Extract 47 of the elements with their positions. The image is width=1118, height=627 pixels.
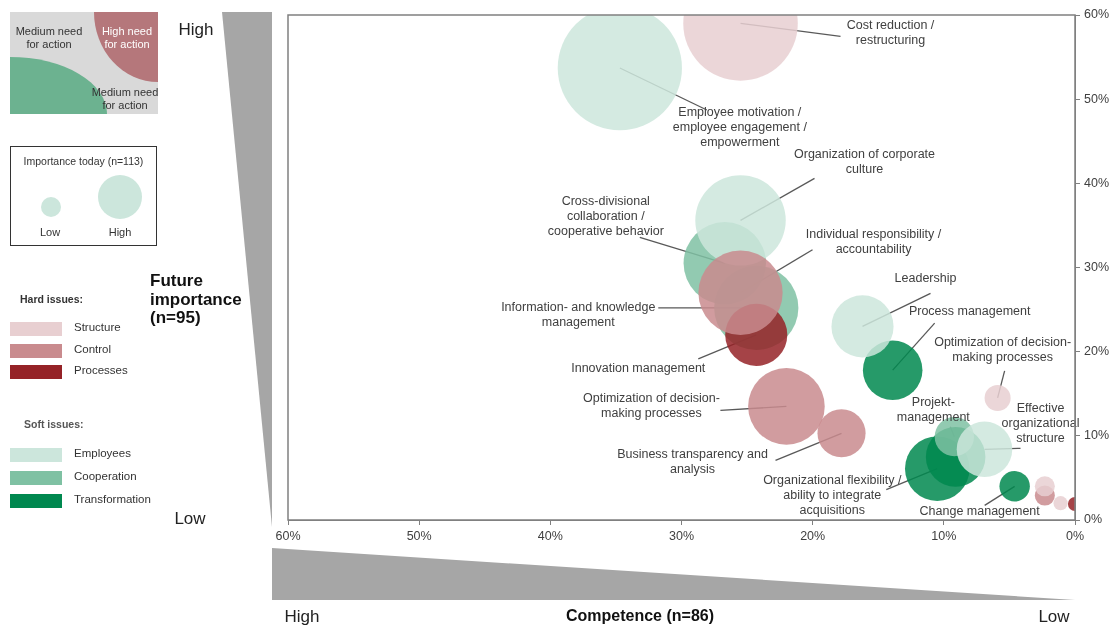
x-tick-label: 10% <box>931 528 957 543</box>
y-tick-label: 50% <box>1084 91 1110 106</box>
x-tick-label: 40% <box>537 528 563 543</box>
annotation: Cost reduction / restructuring <box>846 18 935 48</box>
text: Importance today (n=113) <box>22 155 145 168</box>
annotation: Information- and knowledge management <box>501 299 656 329</box>
annotation: Process management <box>908 303 1031 318</box>
annotation: Projekt-management <box>896 394 971 424</box>
text: Soft issues: <box>24 418 85 431</box>
annotation: Organizational flexibility / ability to integrate acquisitions <box>763 473 902 518</box>
text: Low <box>1037 607 1071 627</box>
text: Low <box>173 509 207 529</box>
x-axis-title: Competence (n=86) <box>564 607 715 625</box>
y-tick-label: 20% <box>1084 344 1110 359</box>
x-tick-label: 20% <box>800 528 826 543</box>
annotation: Optimization of decision-making processes <box>934 334 1072 364</box>
y-axis-title: Future importance (n=95) <box>150 271 243 329</box>
legend-label: Transformation <box>74 493 151 505</box>
x-tick-label: 0% <box>1065 528 1085 543</box>
legend-label: Employees <box>74 447 131 459</box>
legend-label: Control <box>74 342 112 355</box>
text: High need for action <box>100 25 154 51</box>
y-tick-label: 40% <box>1084 175 1110 190</box>
y-tick-label: 30% <box>1084 259 1110 274</box>
y-tick-label: 60% <box>1084 7 1110 22</box>
text: High <box>283 607 321 627</box>
legend-label: Structure <box>74 321 121 333</box>
x-tick-label: 50% <box>406 528 432 543</box>
annotation: Leadership <box>894 270 957 285</box>
annotation: Organization of corporate culture <box>793 147 936 177</box>
text: High <box>107 226 133 239</box>
text: High <box>177 20 215 40</box>
annotation: Employee motivation / employee engagement / empowerment <box>672 105 808 150</box>
y-tick-label: 10% <box>1084 428 1110 443</box>
y-tick-label: 0% <box>1084 512 1103 527</box>
annotation: Cross-divisional collaboration / cooperative behavior <box>547 193 664 238</box>
annotation: Innovation management <box>571 361 706 376</box>
text: Low <box>38 226 62 239</box>
annotation: Optimization of decision-making processes <box>583 391 720 421</box>
text: Hard issues: <box>20 293 85 306</box>
legend-label: Cooperation <box>74 470 137 482</box>
x-tick-label: 60% <box>275 528 301 543</box>
annotation: Change management <box>919 503 1041 518</box>
x-tick-label: 30% <box>668 528 695 543</box>
legend-label: Processes <box>74 364 128 376</box>
text: Medium need for action <box>14 25 84 51</box>
annotation: Individual responsibility / accountability <box>805 226 942 256</box>
